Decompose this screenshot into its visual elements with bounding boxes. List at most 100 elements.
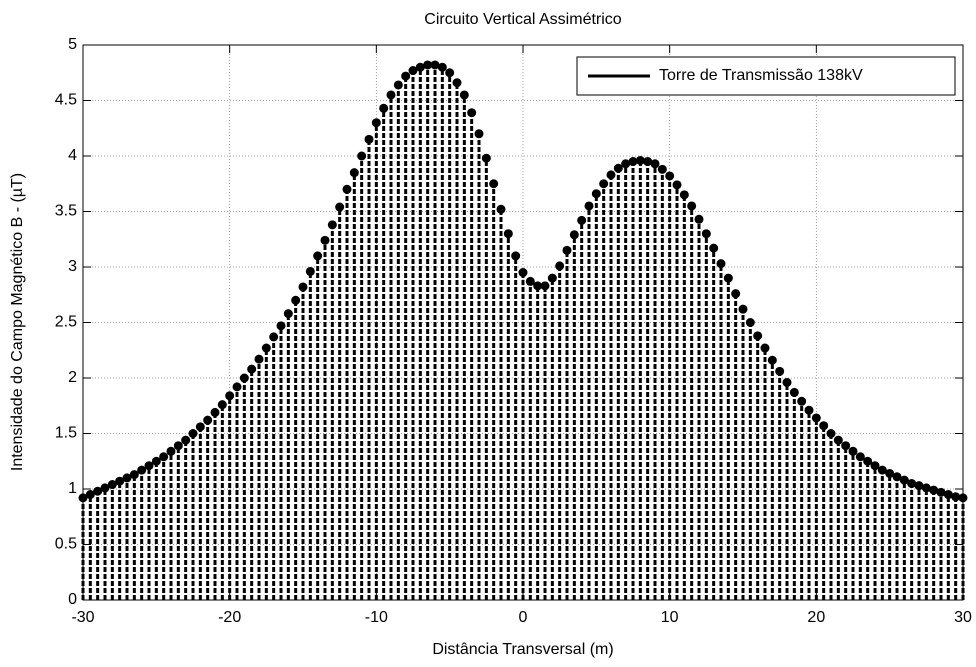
stem-marker — [782, 377, 792, 387]
x-tick-label: -30 — [71, 609, 94, 626]
stem-marker — [327, 220, 337, 230]
stem-marker — [672, 180, 682, 190]
stem-marker — [481, 153, 491, 163]
stem-marker — [870, 461, 880, 471]
stem-marker — [298, 282, 308, 292]
stem-marker — [313, 251, 323, 261]
y-tick-label: 2.5 — [55, 314, 77, 331]
stem-marker — [811, 413, 821, 423]
stem-marker — [789, 387, 799, 397]
stem-marker — [731, 289, 741, 299]
y-tick-label: 0 — [68, 591, 77, 608]
stem-marker — [738, 304, 748, 314]
stem-marker — [569, 230, 579, 240]
stem-marker — [452, 78, 462, 88]
stem-marker — [386, 90, 396, 100]
stem-marker — [210, 407, 220, 417]
stem-marker — [159, 452, 169, 462]
stem-marker — [166, 446, 176, 456]
stem-marker — [269, 332, 279, 342]
stem-marker — [151, 456, 161, 466]
stem-marker — [239, 373, 249, 383]
stem-marker — [628, 157, 638, 167]
stem-marker — [958, 493, 968, 503]
stem-marker — [914, 481, 924, 491]
stem-marker — [459, 90, 469, 100]
stem-marker — [364, 134, 374, 144]
stem-marker — [379, 103, 389, 113]
stem-marker — [85, 490, 95, 500]
y-tick-label: 1.5 — [55, 425, 77, 442]
stem-marker — [555, 261, 565, 271]
stem-marker — [283, 309, 293, 319]
stem-marker — [951, 492, 961, 502]
stem-marker — [723, 273, 733, 283]
stem-marker — [606, 170, 616, 180]
stem-marker — [584, 201, 594, 211]
chart-title: Circuito Vertical Assimétrico — [424, 11, 621, 28]
stem-marker — [437, 62, 447, 72]
stem-marker — [936, 487, 946, 497]
stem-marker — [100, 483, 110, 493]
stem-marker — [217, 400, 227, 410]
stem-marker — [577, 215, 587, 225]
stem-marker — [709, 243, 719, 253]
stem-marker — [657, 164, 667, 174]
stem-marker — [767, 355, 777, 365]
stem-marker — [276, 321, 286, 331]
stem-marker — [525, 276, 535, 286]
stem-marker — [701, 229, 711, 239]
x-tick-label: 0 — [519, 609, 528, 626]
stem-marker — [115, 476, 125, 486]
stem-marker — [562, 245, 572, 255]
x-tick-label: -10 — [365, 609, 388, 626]
x-tick-label: 30 — [954, 609, 972, 626]
y-tick-label: 4 — [68, 147, 77, 164]
stem-marker — [665, 171, 675, 181]
stem-marker — [892, 472, 902, 482]
stem-marker — [423, 60, 433, 70]
stem-marker — [826, 429, 836, 438]
stem-marker — [929, 485, 939, 495]
stem-marker — [393, 80, 403, 90]
y-tick-label: 0.5 — [55, 536, 77, 553]
stem-marker — [943, 490, 953, 500]
stem-marker — [225, 391, 235, 401]
y-tick-label: 3 — [68, 258, 77, 275]
stem-marker — [907, 478, 917, 488]
stem-marker — [144, 461, 154, 471]
y-tick-label: 2 — [68, 369, 77, 386]
stem-marker — [518, 268, 528, 278]
stem-marker — [547, 273, 557, 283]
stem-marker — [401, 71, 411, 81]
stem-marker — [921, 483, 931, 493]
stem-marker — [511, 251, 521, 261]
stem-marker — [775, 366, 785, 376]
stem-marker — [716, 259, 726, 269]
stem-marker — [408, 66, 418, 76]
stem-marker — [745, 318, 755, 327]
stem-marker — [430, 60, 440, 70]
stem-marker — [804, 405, 814, 415]
stem-marker — [885, 468, 895, 478]
stem-marker — [489, 179, 499, 189]
stem-marker — [78, 493, 88, 503]
stem-marker — [540, 281, 550, 291]
stem-marker — [841, 441, 851, 451]
stem-marker — [591, 189, 601, 199]
stem-marker — [349, 168, 359, 178]
stem-marker — [371, 118, 381, 128]
stem-marker — [863, 456, 873, 466]
stem-marker — [760, 343, 770, 353]
stem-marker — [261, 343, 271, 353]
stem-marker — [122, 473, 132, 483]
stem-marker — [533, 281, 543, 291]
stem-marker — [107, 480, 117, 490]
stem-marker — [445, 68, 455, 78]
stem-marker — [342, 184, 352, 194]
stem-marker — [635, 155, 645, 165]
y-tick-label: 3.5 — [55, 203, 77, 220]
stem-marker — [848, 446, 858, 456]
